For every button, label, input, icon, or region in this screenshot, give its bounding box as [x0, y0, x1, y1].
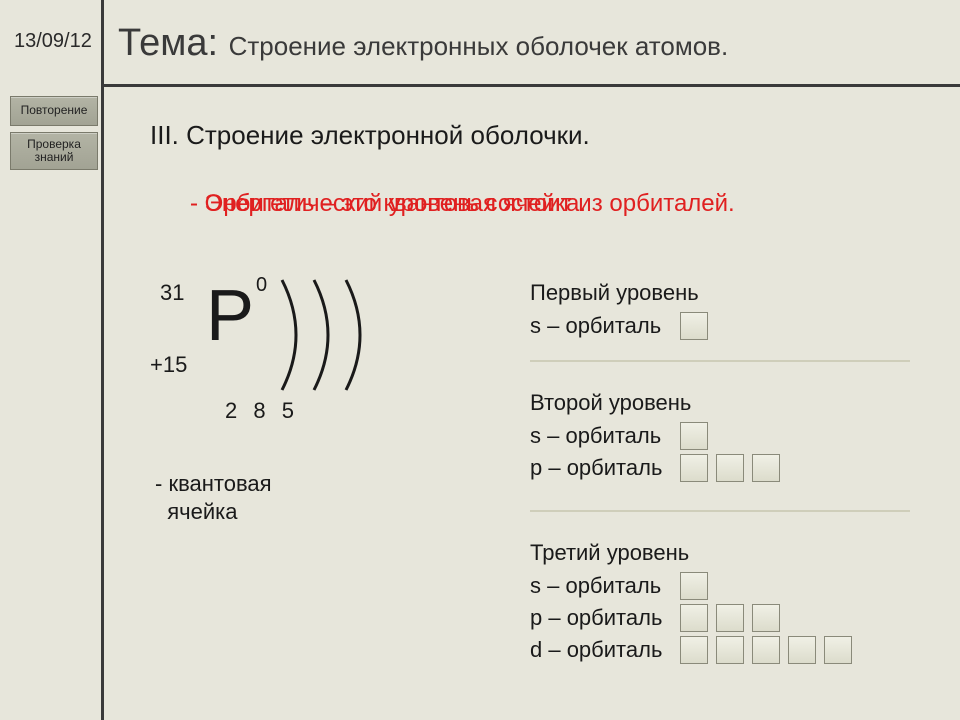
orbital-row: p – орбиталь [530, 452, 930, 484]
quantum-cell [680, 636, 708, 664]
element-symbol: P [206, 275, 254, 357]
repeat-button[interactable]: Повторение [10, 96, 98, 126]
orbital-row: d – орбиталь [530, 634, 930, 666]
quantum-cell-note: - квантовая ячейка [155, 470, 272, 525]
level-separator [530, 510, 910, 512]
quantum-cell [716, 604, 744, 632]
quantum-cells [680, 636, 852, 664]
orbital-label: s – орбиталь [530, 423, 680, 449]
section-heading: III. Строение электронной оболочки. [150, 120, 590, 151]
orbital-label: d – орбиталь [530, 637, 680, 663]
quantum-cells [680, 422, 708, 450]
overlay-line-b: - Орбиталь – это квантовая ячейка. [190, 190, 586, 218]
level-title: Третий уровень [530, 540, 930, 566]
superscript-zero: 0 [256, 274, 267, 297]
shell-1-count: 2 [225, 398, 237, 423]
mass-number: 31 [160, 280, 184, 306]
quantum-cell [824, 636, 852, 664]
title-prefix: Тема: [118, 22, 218, 64]
repeat-button-label: Повторение [21, 104, 88, 117]
orbital-label: s – орбиталь [530, 573, 680, 599]
shell-electron-counts: 2 8 5 [220, 398, 299, 424]
level-title: Первый уровень [530, 280, 930, 306]
horizontal-divider [104, 84, 960, 87]
page-title: Тема: Строение электронных оболочек атом… [118, 22, 728, 65]
orbital-label: s – орбиталь [530, 313, 680, 339]
quantum-cells [680, 312, 708, 340]
orbital-label: p – орбиталь [530, 455, 680, 481]
level-1: Первый уровень s – орбиталь [530, 280, 930, 342]
level-2: Второй уровень s – орбиталь p – орбиталь [530, 390, 930, 484]
nuclear-charge: +15 [150, 352, 187, 378]
quantum-cells [680, 604, 780, 632]
vertical-divider [101, 0, 104, 720]
quantum-cell [752, 454, 780, 482]
quantum-cell [752, 636, 780, 664]
orbital-row: s – орбиталь [530, 310, 930, 342]
quantum-cell [752, 604, 780, 632]
quantum-cell [680, 454, 708, 482]
quantum-cells [680, 454, 780, 482]
check-button-label: Проверка знаний [11, 138, 97, 164]
orbital-row: p – орбиталь [530, 602, 930, 634]
orbital-row: s – орбиталь [530, 570, 930, 602]
quantum-cell [680, 312, 708, 340]
orbital-row: s – орбиталь [530, 420, 930, 452]
quantum-cell [788, 636, 816, 664]
check-button[interactable]: Проверка знаний [10, 132, 98, 170]
title-sub: Строение электронных оболочек атомов. [229, 31, 729, 61]
quantum-cells [680, 572, 708, 600]
shell-3-count: 5 [282, 398, 294, 423]
quantum-cell [680, 604, 708, 632]
slide: 13/09/12 Повторение Проверка знаний Тема… [0, 0, 960, 720]
shell-2-count: 8 [253, 398, 265, 423]
orbital-label: p – орбиталь [530, 605, 680, 631]
electron-shells [270, 280, 430, 405]
quantum-cell [680, 572, 708, 600]
date-label: 13/09/12 [14, 30, 92, 53]
level-3: Третий уровень s – орбиталь p – орбиталь d … [530, 540, 930, 666]
quantum-cell [716, 454, 744, 482]
quantum-cell [680, 422, 708, 450]
level-separator [530, 360, 910, 362]
atom-diagram: 31 +15 P 0 2 8 5 - квантовая ячейка [150, 280, 480, 510]
quantum-cell [716, 636, 744, 664]
level-title: Второй уровень [530, 390, 930, 416]
